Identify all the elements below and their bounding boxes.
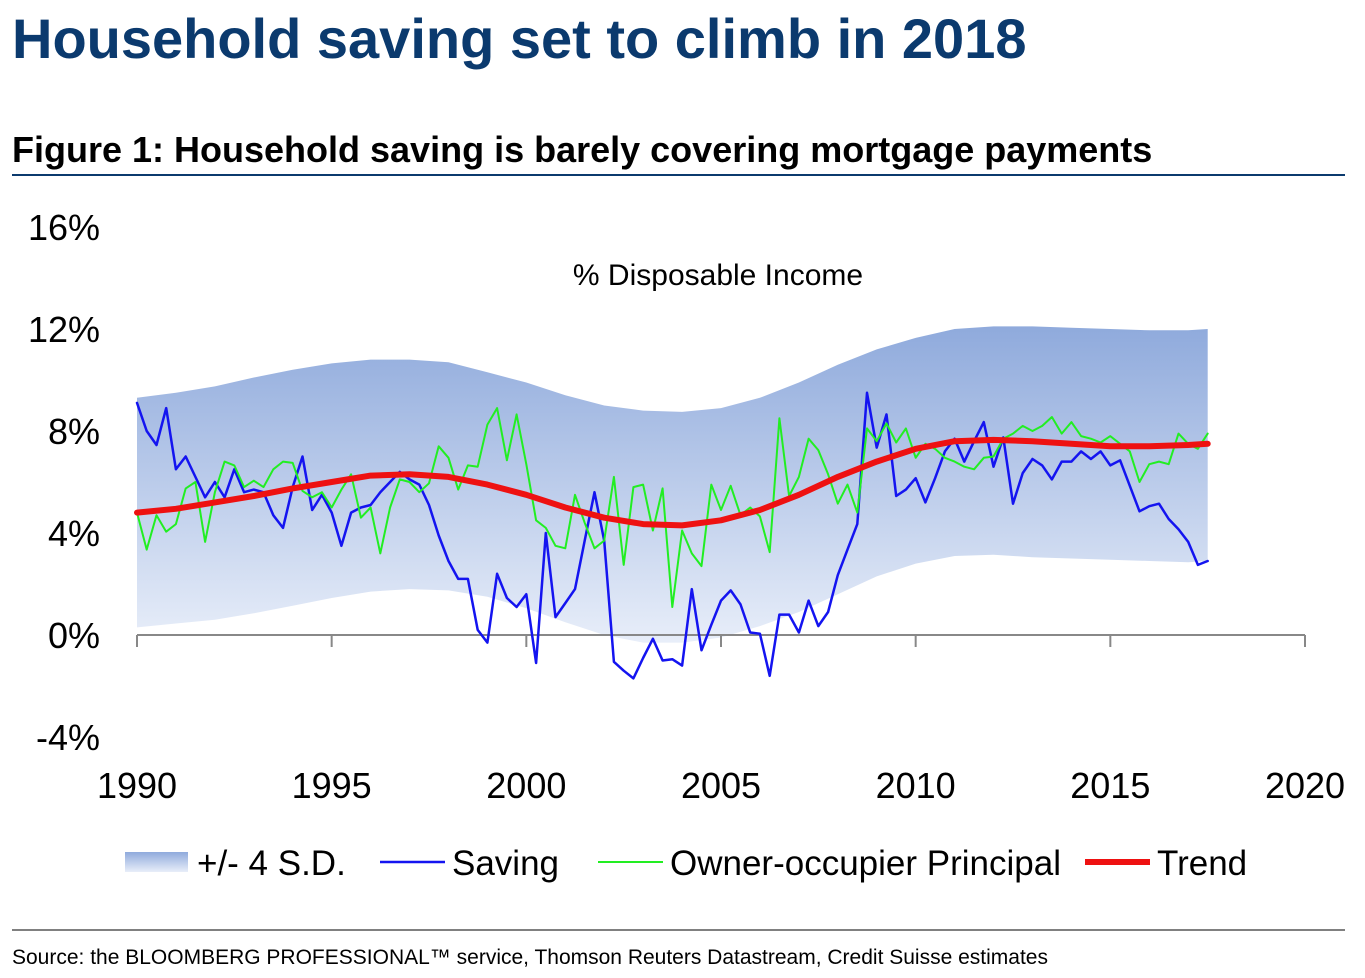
y-tick-label: 12%	[28, 309, 100, 350]
band-area	[137, 326, 1208, 643]
source: Source: the BLOOMBERG PROFESSIONAL™ serv…	[12, 946, 1048, 969]
legend-label: Saving	[452, 844, 559, 883]
series-line	[135, 391, 1209, 680]
plot-area: -4% 0% 4% 8% 12% 16% 1990 1995 2000 2005 2010 2015 2…	[28, 207, 1345, 806]
legend: +/- 4 S.D. Saving Owner-occupier Principal…	[125, 844, 1247, 883]
legend-label: +/- 4 S.D.	[197, 844, 346, 883]
y-tick-label: 0%	[48, 615, 100, 656]
x-tick-label: 2000	[486, 765, 566, 806]
legend-swatch	[125, 852, 188, 872]
page-title: Household saving set to climb in 2018	[12, 7, 1026, 70]
x-tick-label: 2005	[681, 765, 761, 806]
y-tick-label: 16%	[28, 207, 100, 248]
x-tick-label: 2020	[1265, 765, 1345, 806]
annotation: % Disposable Income	[573, 259, 863, 292]
legend-label: Trend	[1157, 844, 1247, 883]
y-tick-label: 8%	[48, 411, 100, 452]
x-tick-label: 1995	[292, 765, 372, 806]
y-tick-label: -4%	[36, 717, 100, 758]
series-line	[136, 407, 1209, 608]
x-tick-label: 2015	[1070, 765, 1150, 806]
figure-title: Figure 1: Household saving is barely cov…	[12, 129, 1152, 170]
legend-label: Owner-occupier Principal	[670, 844, 1061, 883]
x-tick-label: 2010	[876, 765, 956, 806]
series-line	[134, 436, 1211, 529]
y-tick-label: 4%	[48, 513, 100, 554]
x-tick-label: 1990	[97, 765, 177, 806]
